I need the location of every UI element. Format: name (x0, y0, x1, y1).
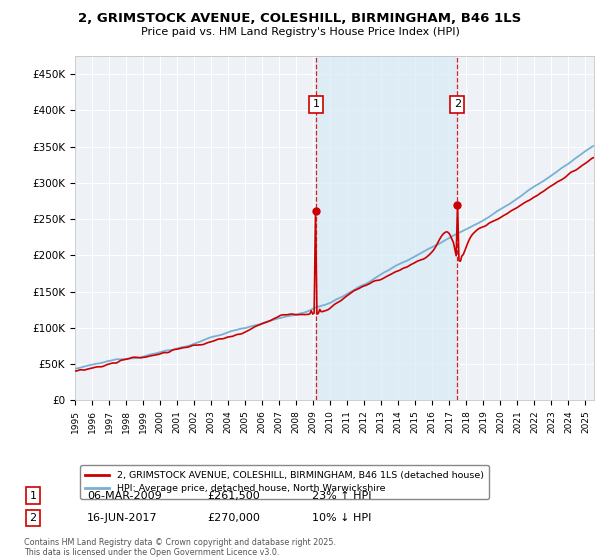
Text: 23% ↑ HPI: 23% ↑ HPI (312, 491, 371, 501)
Bar (316, 56, 457, 400)
Text: Contains HM Land Registry data © Crown copyright and database right 2025.
This d: Contains HM Land Registry data © Crown c… (24, 538, 336, 557)
Text: 2, GRIMSTOCK AVENUE, COLESHILL, BIRMINGHAM, B46 1LS: 2, GRIMSTOCK AVENUE, COLESHILL, BIRMINGH… (79, 12, 521, 25)
Text: £261,500: £261,500 (207, 491, 260, 501)
Text: 1: 1 (313, 99, 320, 109)
Text: 2: 2 (454, 99, 461, 109)
Text: 1: 1 (29, 491, 37, 501)
Text: Price paid vs. HM Land Registry's House Price Index (HPI): Price paid vs. HM Land Registry's House … (140, 27, 460, 37)
Text: 10% ↓ HPI: 10% ↓ HPI (312, 513, 371, 523)
Text: 16-JUN-2017: 16-JUN-2017 (87, 513, 158, 523)
Legend: 2, GRIMSTOCK AVENUE, COLESHILL, BIRMINGHAM, B46 1LS (detached house), HPI: Avera: 2, GRIMSTOCK AVENUE, COLESHILL, BIRMINGH… (80, 465, 489, 498)
Text: 06-MAR-2009: 06-MAR-2009 (87, 491, 162, 501)
Text: 2: 2 (29, 513, 37, 523)
Text: £270,000: £270,000 (207, 513, 260, 523)
